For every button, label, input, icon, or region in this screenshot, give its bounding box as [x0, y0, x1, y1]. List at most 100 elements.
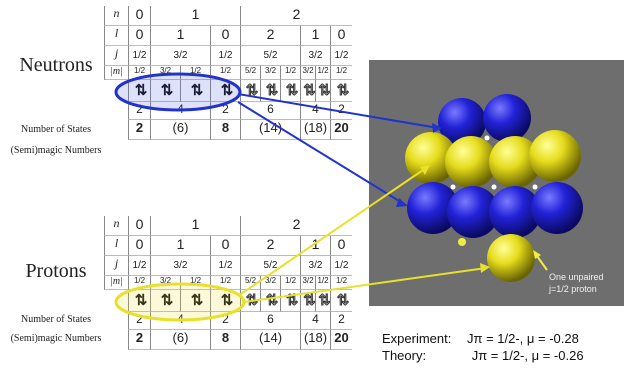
- state-count: 2: [330, 102, 352, 120]
- l-value: 1: [300, 26, 330, 46]
- magic-number: (18): [300, 330, 330, 350]
- l-value: 1: [150, 26, 210, 46]
- m-value: 1/2: [330, 276, 352, 290]
- neutron-link-line: [237, 101, 405, 205]
- spin-pair-arrows: ⇅: [180, 290, 210, 312]
- j-value: 3/2: [300, 46, 330, 66]
- magic-number: 8: [210, 120, 240, 140]
- spin-pair-arrows: ⇅: [180, 80, 210, 102]
- n-value: 0: [128, 216, 150, 236]
- l-value: 0: [210, 236, 240, 256]
- m-value: 1/2: [315, 276, 330, 290]
- nucleus-cluster-panel: One unpaired j=1/2 proton: [369, 60, 624, 306]
- spin-pair-arrows: ⇅: [128, 290, 150, 312]
- l-value: 0: [330, 26, 352, 46]
- proton-sphere: [405, 132, 457, 184]
- empty-spin-arrows: ⇅: [330, 290, 352, 312]
- j-value: 1/2: [210, 46, 240, 66]
- m-value: 1/2: [315, 66, 330, 80]
- bond-dot: [484, 135, 490, 141]
- state-count: 2: [128, 102, 150, 120]
- n-value: 1: [150, 216, 240, 236]
- neutron-sphere: [407, 182, 459, 234]
- empty-spin-arrows: ⇅: [315, 290, 330, 312]
- state-count: 6: [240, 102, 300, 120]
- magic-number: 20: [330, 330, 352, 350]
- annotation-line-2: j=1/2 proton: [548, 284, 597, 294]
- bond-dot: [491, 184, 497, 190]
- bond-dot: [532, 184, 538, 190]
- j-header: j: [104, 256, 128, 276]
- state-count: 6: [240, 312, 300, 330]
- l-header: l: [104, 26, 128, 46]
- theory-label: Theory:: [382, 348, 427, 363]
- magic-number: (14): [240, 120, 300, 140]
- neutron-sphere: [447, 186, 499, 238]
- magic-number: (6): [150, 330, 210, 350]
- m-value: 3/2: [300, 66, 315, 80]
- neutron-sphere: [438, 98, 486, 146]
- number-of-states-label: Number of States: [21, 314, 91, 325]
- experiment-result: Experiment: Jπ = 1/2-, μ = -0.28: [382, 331, 579, 346]
- n-header: n: [104, 6, 128, 26]
- proton-link-arrowhead: [420, 165, 430, 175]
- m-value: 3/2: [150, 276, 180, 290]
- state-count: 2: [330, 312, 352, 330]
- m-value: 5/2: [240, 276, 260, 290]
- state-count: 2: [128, 312, 150, 330]
- magic-numbers-label: (Semi)magic Numbers: [10, 145, 102, 156]
- m-header: |m|: [104, 276, 128, 290]
- unpaired-proton-sphere: [487, 234, 535, 282]
- m-value: 1/2: [330, 66, 352, 80]
- j-value: 5/2: [240, 256, 300, 276]
- l-value: 0: [210, 26, 240, 46]
- j-value: 5/2: [240, 46, 300, 66]
- empty-spin-arrows: ⇅: [300, 80, 315, 102]
- n-value: 0: [128, 6, 150, 26]
- l-value: 0: [128, 236, 150, 256]
- m-value: 1/2: [280, 276, 300, 290]
- l-header: l: [104, 236, 128, 256]
- magic-numbers-label: (Semi)magic Numbers: [10, 333, 102, 344]
- l-value: 0: [128, 26, 150, 46]
- m-value: 3/2: [150, 66, 180, 80]
- magic-number: (6): [150, 120, 210, 140]
- neutron-sphere: [489, 186, 541, 238]
- j-value: 1/2: [128, 46, 150, 66]
- neutron-link-arrowhead: [396, 198, 408, 207]
- empty-spin-arrows: ⇅: [300, 290, 315, 312]
- proton-highlight-oval: [114, 282, 246, 322]
- n-value: 2: [240, 6, 352, 26]
- number-of-states-label: Number of States: [21, 124, 91, 135]
- m-value: 3/2: [300, 276, 315, 290]
- bond-dot: [450, 184, 456, 190]
- spin-pair-arrows: ⇅: [150, 290, 180, 312]
- j-header: j: [104, 46, 128, 66]
- empty-spin-arrows: ⇅: [260, 290, 280, 312]
- annotation-line-1: One unpaired: [549, 272, 604, 282]
- proton-sphere: [489, 136, 541, 188]
- proton-sphere: [529, 130, 581, 182]
- magic-number: 2: [128, 330, 150, 350]
- spin-pair-arrows: ⇅: [128, 80, 150, 102]
- protons-title: Protons: [25, 260, 87, 282]
- j-value: 3/2: [300, 256, 330, 276]
- j-value: 3/2: [150, 256, 210, 276]
- neutrons-title: Neutrons: [19, 54, 93, 76]
- n-header: n: [104, 216, 128, 236]
- magic-number: 2: [128, 120, 150, 140]
- proton-sphere: [445, 136, 497, 188]
- experiment-value: Jπ = 1/2-, μ = -0.28: [467, 331, 579, 346]
- m-value: 3/2: [260, 276, 280, 290]
- proton-link-line: [243, 267, 487, 303]
- m-header: |m|: [104, 66, 128, 80]
- n-value: 2: [240, 216, 352, 236]
- state-count: 4: [300, 312, 330, 330]
- n-value: 1: [150, 6, 240, 26]
- j-value: 3/2: [150, 46, 210, 66]
- proton-link-arrowhead: [480, 263, 490, 273]
- spin-pair-arrows: ⇅: [150, 80, 180, 102]
- l-value: 0: [330, 236, 352, 256]
- j-value: 1/2: [128, 256, 150, 276]
